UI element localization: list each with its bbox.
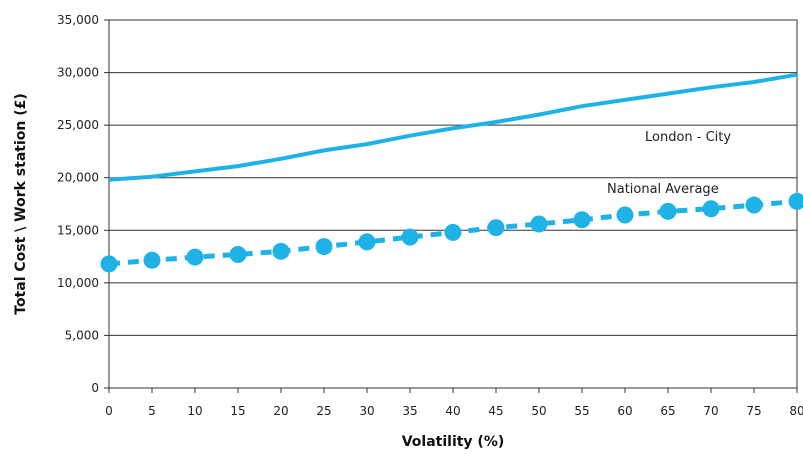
y-tick-label: 35,000	[57, 13, 99, 27]
x-tick-label: 0	[105, 404, 113, 418]
series-label-national-average: National Average	[607, 182, 719, 197]
y-axis-title: Total Cost \ Work station (£)	[13, 93, 29, 315]
x-tick-label: 35	[402, 404, 417, 418]
data-point	[186, 248, 204, 266]
data-point	[401, 228, 419, 246]
data-point	[143, 251, 161, 269]
x-tick-label: 50	[531, 404, 546, 418]
data-point	[659, 202, 677, 220]
data-point	[788, 192, 803, 210]
x-tick-label: 75	[746, 404, 761, 418]
data-point	[745, 196, 763, 214]
x-tick-label: 60	[617, 404, 632, 418]
x-tick-label: 40	[445, 404, 460, 418]
data-point	[616, 206, 634, 224]
data-point	[573, 211, 591, 229]
data-point	[487, 219, 505, 237]
y-tick-labels: 0 5,000 10,000 15,000 20,000 25,000 30,000 35,0…	[57, 13, 109, 395]
y-tick-label: 25,000	[57, 118, 99, 132]
x-tick-label: 65	[660, 404, 675, 418]
y-tick-label: 10,000	[57, 276, 99, 290]
x-tick-label: 45	[488, 404, 503, 418]
x-axis-title: Volatility (%)	[402, 434, 505, 450]
x-tick-label: 80	[789, 404, 803, 418]
x-tick-labels: 0 5 10 15 20 25 30 35 40 45 50 55 60 65 70 75 80	[105, 388, 803, 418]
y-tick-label: 30,000	[57, 66, 99, 80]
x-tick-label: 20	[273, 404, 288, 418]
data-point	[315, 238, 333, 256]
data-point	[444, 223, 462, 241]
data-point	[100, 255, 118, 273]
data-point	[702, 200, 720, 218]
plot-area-frame	[108, 19, 798, 389]
x-tick-label: 10	[187, 404, 202, 418]
gridlines	[109, 19, 797, 336]
x-tick-label: 5	[148, 404, 156, 418]
x-tick-label: 55	[574, 404, 589, 418]
series-label-london-city: London - City	[645, 130, 731, 145]
x-tick-label: 30	[359, 404, 374, 418]
series-group	[100, 72, 803, 273]
x-tick-label: 25	[316, 404, 331, 418]
data-point	[272, 242, 290, 260]
data-point	[229, 245, 247, 263]
series-line-0	[108, 72, 798, 182]
data-point	[530, 215, 548, 233]
x-tick-label: 15	[230, 404, 245, 418]
y-tick-label: 0	[91, 381, 99, 395]
y-tick-label: 15,000	[57, 223, 99, 237]
x-tick-label: 70	[703, 404, 718, 418]
y-tick-label: 20,000	[57, 171, 99, 185]
y-tick-label: 5,000	[65, 328, 99, 342]
data-point	[358, 233, 376, 251]
